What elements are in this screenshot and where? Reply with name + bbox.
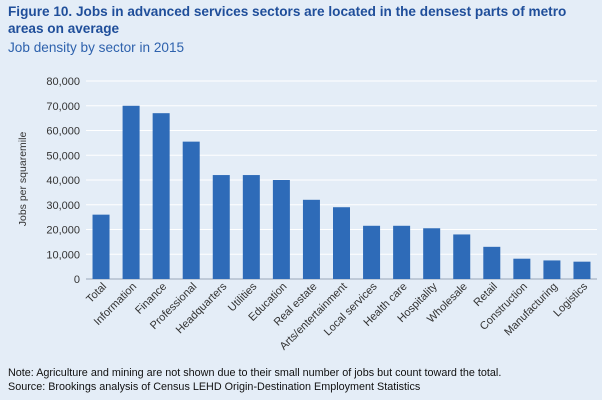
bar-information [122, 105, 140, 279]
bar-manufacturing [543, 260, 561, 279]
chart-subtitle: Job density by sector in 2015 [8, 40, 185, 55]
x-tick-labels: TotalInformationFinanceProfessionalHeadq… [84, 280, 590, 352]
bar-real-estate [302, 199, 320, 279]
y-tick-labels: 0 10,000 20,000 30,000 40,000 50,000 60,000 70,… [46, 76, 80, 286]
bar-total [92, 214, 110, 279]
bar-wholesale [453, 234, 471, 279]
bar-utilities [242, 175, 260, 279]
bar-health-care [393, 225, 411, 279]
bar-arts-entertainment [333, 207, 350, 279]
bar-professional [182, 141, 200, 279]
y-tick-label: 20,000 [46, 225, 80, 237]
note-text: Note: Agriculture and mining are not sho… [8, 367, 502, 379]
chart-footnote: Note: Agriculture and mining are not sho… [8, 367, 598, 394]
y-tick-label: 10,000 [46, 249, 80, 261]
x-tick-label: Retail [472, 281, 500, 309]
bar-logistics [573, 261, 591, 279]
bar-headquarters [212, 175, 230, 279]
bar-retail [483, 246, 501, 279]
bar-local-services [363, 225, 381, 279]
bar-chart: 0 10,000 20,000 30,000 40,000 50,000 60,000 70,… [17, 76, 597, 353]
y-tick-label: 0 [74, 274, 80, 286]
chart-title: Figure 10. Jobs in advanced services sec… [8, 4, 567, 36]
bar-hospitality [423, 228, 441, 279]
bar-construction [513, 258, 531, 279]
y-axis-label: Jobs per squaremile [17, 132, 29, 227]
y-tick-label: 40,000 [46, 175, 80, 187]
bar-finance [152, 113, 170, 279]
y-tick-label: 30,000 [46, 200, 80, 212]
bars [92, 105, 591, 279]
bar-education [272, 180, 290, 279]
y-tick-label: 80,000 [46, 76, 80, 88]
x-tick-label: Logistics [551, 280, 590, 319]
y-tick-label: 50,000 [46, 150, 80, 162]
y-tick-label: 70,000 [46, 101, 80, 113]
source-text: Source: Brookings analysis of Census LEH… [8, 380, 421, 393]
y-tick-label: 60,000 [46, 126, 80, 138]
x-tick-label: Total [84, 281, 109, 306]
